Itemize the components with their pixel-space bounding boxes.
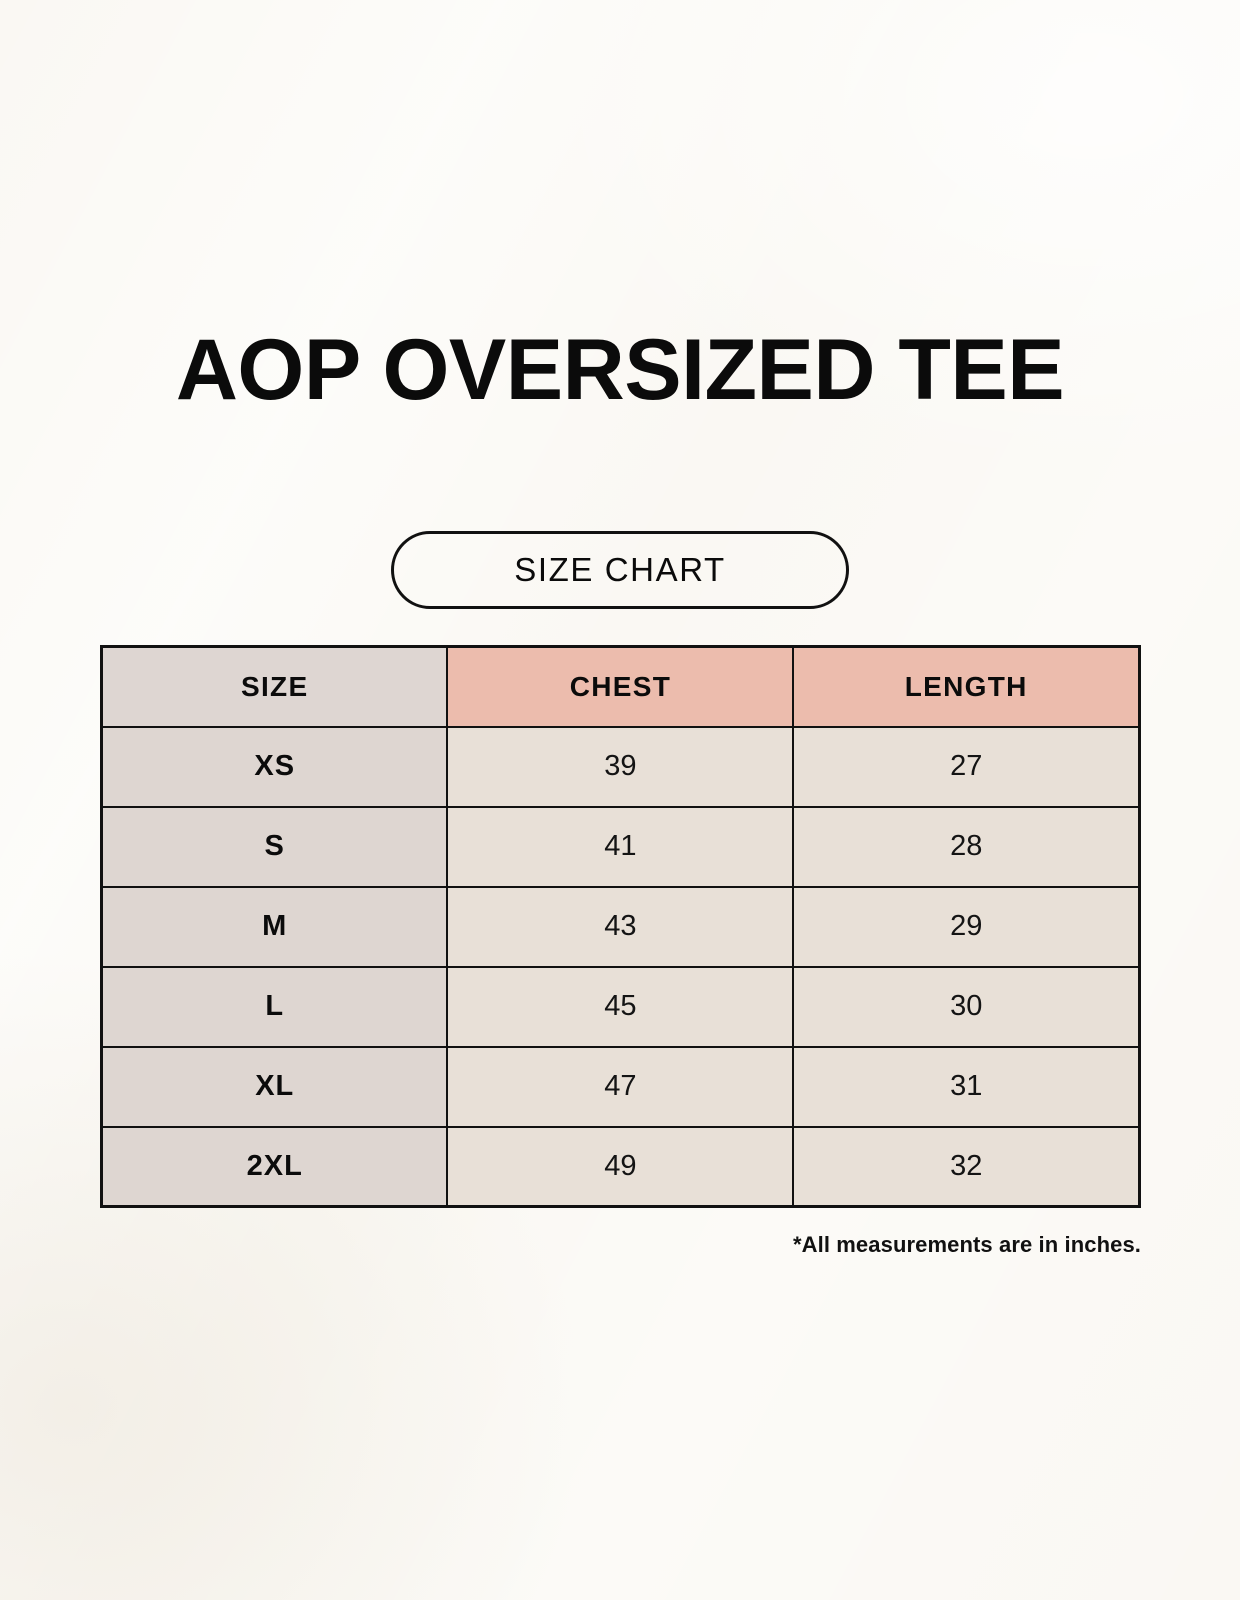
cell-chest: 45 [446,965,795,1048]
cell-size: XL [100,1045,449,1128]
cell-chest: 47 [446,1045,795,1128]
cell-chest: 39 [446,725,795,808]
cell-length: 29 [792,885,1141,968]
cell-length: 32 [792,1125,1141,1208]
title-block: AOP OVERSIZED TEE [0,322,1240,418]
badge-container: SIZE CHART [0,531,1240,609]
size-table-container: SIZE CHEST LENGTH XS 39 27 S 41 28 M [100,645,1141,1208]
table-body: XS 39 27 S 41 28 M 43 29 L 45 30 [100,725,1141,1208]
page-title: AOP OVERSIZED TEE [175,322,1065,418]
table-row: XL 47 31 [100,1045,1141,1128]
cell-length: 27 [792,725,1141,808]
cell-chest: 41 [446,805,795,888]
cell-size: L [100,965,449,1048]
cell-length: 31 [792,1045,1141,1128]
column-header-size: SIZE [100,645,449,728]
cell-length: 28 [792,805,1141,888]
column-header-length: LENGTH [792,645,1141,728]
table-row: XS 39 27 [100,725,1141,808]
table-row: M 43 29 [100,885,1141,968]
column-header-chest: CHEST [446,645,795,728]
size-table: SIZE CHEST LENGTH XS 39 27 S 41 28 M [100,645,1141,1208]
cell-size: M [100,885,449,968]
table-row: 2XL 49 32 [100,1125,1141,1208]
cell-length: 30 [792,965,1141,1048]
measurement-units-note: *All measurements are in inches. [792,1232,1141,1257]
table-row: S 41 28 [100,805,1141,888]
table-header: SIZE CHEST LENGTH [100,645,1141,728]
cell-chest: 43 [446,885,795,968]
table-row: L 45 30 [100,965,1141,1048]
cell-size: XS [100,725,449,808]
size-chart-badge: SIZE CHART [391,531,849,609]
cell-size: S [100,805,449,888]
table-header-row: SIZE CHEST LENGTH [100,645,1141,728]
cell-chest: 49 [446,1125,795,1208]
cell-size: 2XL [100,1125,449,1208]
